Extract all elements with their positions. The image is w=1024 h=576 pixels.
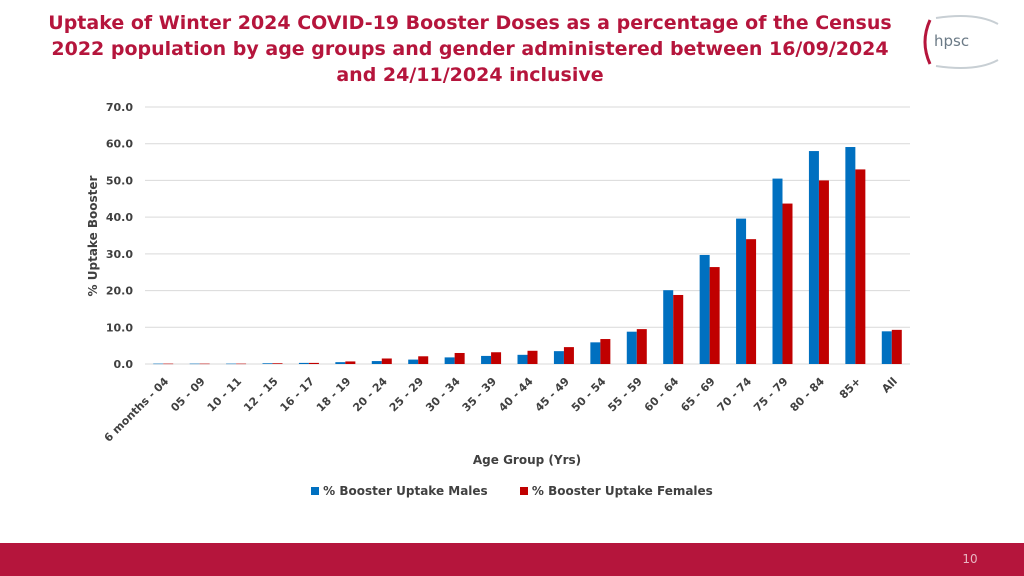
logo-text: hpsc xyxy=(934,32,970,50)
bar-males xyxy=(226,363,237,365)
chart-title: Uptake of Winter 2024 COVID-19 Booster D… xyxy=(20,10,920,88)
bar-males xyxy=(590,342,601,364)
x-tick-label: 6 months - 04 xyxy=(102,375,172,445)
bar-females xyxy=(272,363,283,364)
legend-item-males: % Booster Uptake Males xyxy=(311,484,488,498)
x-tick-label: 50 - 54 xyxy=(569,375,609,415)
bar-males xyxy=(298,362,309,364)
bar-males xyxy=(262,363,273,364)
bar-females xyxy=(563,347,574,364)
bar-females xyxy=(345,361,356,364)
legend-item-females: % Booster Uptake Females xyxy=(519,484,713,498)
grid-lines xyxy=(145,106,910,365)
bar-females xyxy=(673,294,684,364)
x-tick-label: 10 - 11 xyxy=(205,375,244,414)
x-axis-label: Age Group (Yrs) xyxy=(473,453,581,467)
bar-males xyxy=(663,290,674,364)
bar-males xyxy=(845,147,856,364)
bar-females xyxy=(527,350,538,364)
bar-males xyxy=(189,363,200,365)
legend-swatch-males xyxy=(311,487,320,495)
legend: % Booster Uptake Males % Booster Uptake … xyxy=(0,484,1024,498)
x-tick-label: 30 - 34 xyxy=(423,375,463,415)
bar-females xyxy=(891,329,902,364)
bar-males xyxy=(626,331,637,364)
title-line-2: 2022 population by age groups and gender… xyxy=(51,38,889,60)
bar-females xyxy=(454,352,465,364)
bars xyxy=(153,147,902,365)
x-tick-label: 65 - 69 xyxy=(678,375,717,414)
bar-females xyxy=(746,239,757,364)
bar-males xyxy=(444,357,455,364)
x-tick-label: 55 - 59 xyxy=(605,375,644,414)
bar-females xyxy=(636,329,647,364)
bar-females xyxy=(782,203,793,364)
x-tick-label: 05 - 09 xyxy=(168,375,207,414)
legend-label-males: % Booster Uptake Males xyxy=(323,484,488,498)
x-tick-label: 70 - 74 xyxy=(715,375,755,415)
bar-females xyxy=(418,356,429,364)
bar-females xyxy=(600,339,611,364)
bar-males xyxy=(408,359,419,364)
legend-label-females: % Booster Uptake Females xyxy=(531,484,713,498)
legend-swatch-females xyxy=(519,487,528,495)
x-tick-label: 12 - 15 xyxy=(241,375,280,414)
x-tick-label: 40 - 44 xyxy=(496,375,536,415)
bar-females xyxy=(381,358,392,364)
y-tick-labels: 0.0 10.0 20.0 30.0 40.0 50.0 60.0 70.0 xyxy=(106,101,133,371)
y-tick-label: 10.0 xyxy=(106,321,133,334)
y-tick-label: 40.0 xyxy=(106,211,133,224)
x-tick-label: 25 - 29 xyxy=(387,375,426,414)
bar-females xyxy=(491,352,502,364)
bar-males xyxy=(772,178,783,364)
bar-females xyxy=(308,362,319,364)
bar-males xyxy=(481,355,492,364)
bar-males xyxy=(699,254,710,364)
bar-females xyxy=(236,363,247,365)
bar-males xyxy=(808,151,819,364)
bar-males xyxy=(517,354,528,364)
page-number: 10 xyxy=(962,552,978,566)
bar-males xyxy=(881,331,892,364)
x-tick-label: 60 - 64 xyxy=(642,375,682,415)
title-line-1: Uptake of Winter 2024 COVID-19 Booster D… xyxy=(48,12,892,34)
bar-females xyxy=(199,363,210,365)
y-tick-label: 50.0 xyxy=(106,174,133,187)
bar-females xyxy=(163,363,174,365)
hpsc-logo xyxy=(923,15,999,69)
bar-males xyxy=(371,361,382,364)
title-line-3: and 24/11/2024 inclusive xyxy=(336,64,604,86)
x-tick-label: 75 - 79 xyxy=(751,375,790,414)
y-tick-label: 0.0 xyxy=(114,358,134,371)
bar-females xyxy=(709,267,720,364)
bar-females xyxy=(818,180,829,364)
x-tick-label: 16 - 17 xyxy=(278,375,317,414)
y-tick-label: 60.0 xyxy=(106,138,133,151)
x-tick-label: 35 - 39 xyxy=(460,375,499,414)
bar-males xyxy=(736,218,747,364)
y-axis-label: % Uptake Booster xyxy=(86,175,100,296)
y-tick-label: 70.0 xyxy=(106,101,133,114)
bar-females xyxy=(855,169,866,364)
bar-males xyxy=(153,363,164,365)
bar-males xyxy=(335,362,346,364)
footer-bar xyxy=(0,543,1024,576)
bar-males xyxy=(553,351,564,364)
x-tick-label: 20 - 24 xyxy=(350,375,390,415)
x-tick-label: 85+ xyxy=(837,375,864,402)
x-tick-label: 18 - 19 xyxy=(314,375,353,414)
x-tick-label: 45 - 49 xyxy=(533,375,572,414)
x-tick-label: 80 - 84 xyxy=(788,375,828,415)
y-tick-label: 30.0 xyxy=(106,248,133,261)
x-tick-label: All xyxy=(879,375,900,396)
logo-arc-icon xyxy=(923,19,932,65)
y-tick-label: 20.0 xyxy=(106,285,133,298)
